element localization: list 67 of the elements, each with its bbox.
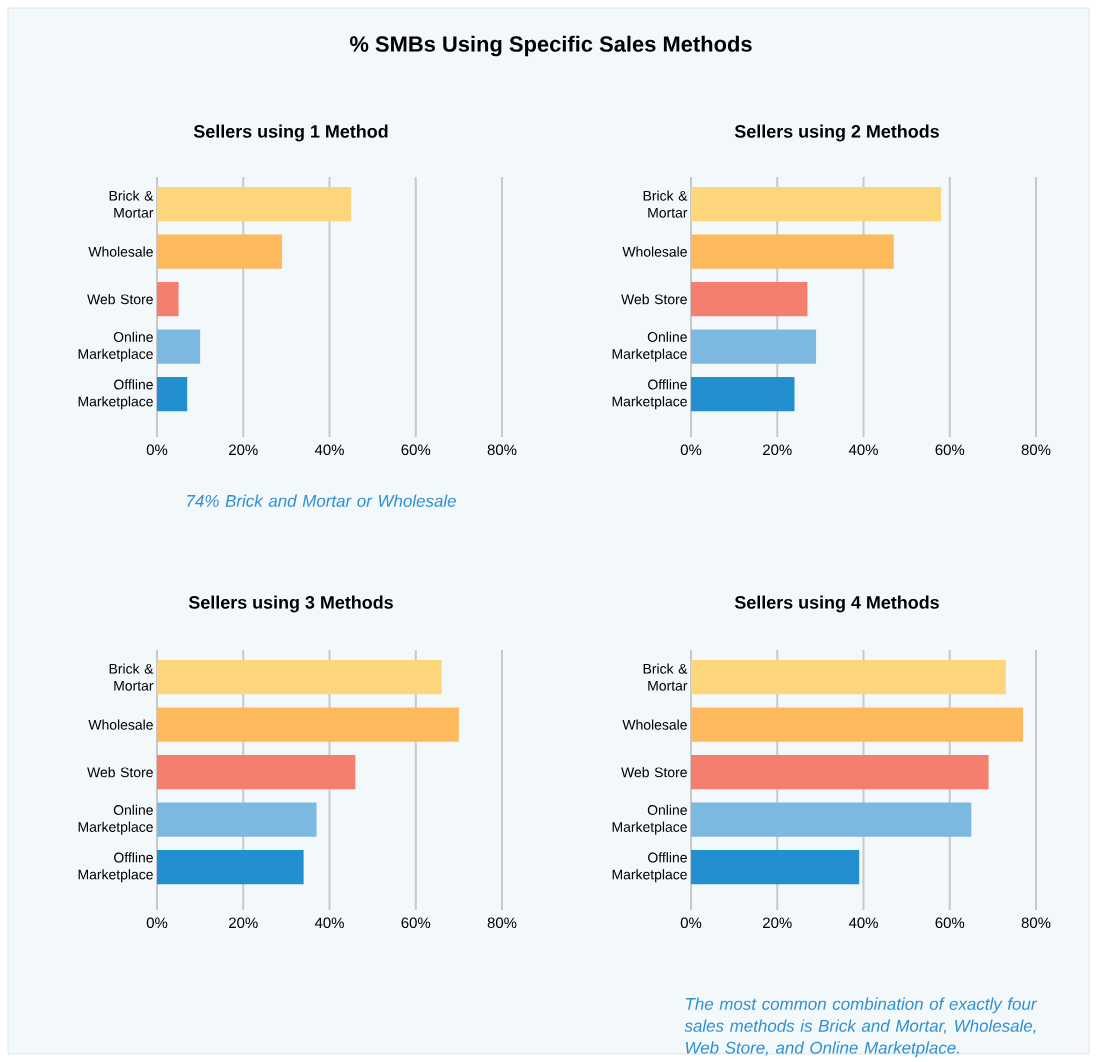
y-tick-label: Wholesale [88,246,153,257]
y-tick-label: Offline Marketplace [612,379,687,410]
y-tick-label: Brick & Mortar [643,663,688,691]
text: The most common combination of exactly four sales methods is Brick and Mortar, Wholesale, Web Store, and Online Marketplace. [684,997,1038,1058]
x-tick-label: 0% [680,444,702,456]
y-tick-label: Web Store [621,294,687,305]
bar [157,377,188,412]
bar [691,659,1006,695]
x-tick-label: 0% [146,444,168,456]
text: % SMBs Using Specific Sales Methods [349,35,752,57]
y-tick-label: Online Marketplace [612,331,687,362]
x-tick-label: 60% [401,917,431,929]
y-tick-label: Online Marketplace [612,804,687,835]
bar [691,329,817,364]
x-tick-label: 20% [763,444,792,456]
x-tick-label: 20% [229,444,258,456]
bar [157,707,459,742]
y-tick-label: Wholesale [622,246,687,257]
bar [691,377,795,412]
y-tick-label: Brick & Mortar [643,190,688,218]
chart-subtitle: Sellers using 2 Methods [734,124,939,142]
chart-subtitle: Sellers using 4 Methods [734,595,939,613]
bar [157,234,283,269]
y-tick-label: Offline Marketplace [78,852,153,883]
x-tick-label: 40% [314,917,344,929]
y-tick-label: Brick & Mortar [109,663,154,691]
bar [157,850,304,885]
bar [157,802,317,837]
bar [691,282,808,317]
bar [691,234,894,269]
y-tick-label: Wholesale [622,719,687,730]
bar [157,282,179,317]
bar [691,707,1024,742]
chart-subtitle: Sellers using 1 Method [193,124,388,142]
y-tick-label: Online Marketplace [78,331,153,362]
bar [691,802,972,837]
bar [157,659,442,695]
chart-subtitle: Sellers using 3 Methods [188,595,393,613]
x-tick-label: 0% [146,917,168,929]
y-tick-label: Offline Marketplace [78,379,153,410]
y-tick-label: Web Store [621,767,687,778]
x-tick-label: 80% [1021,917,1051,929]
x-tick-label: 60% [935,444,965,456]
y-tick-label: Wholesale [88,719,153,730]
bar [157,329,201,364]
x-tick-label: 0% [680,917,702,929]
y-tick-label: Brick & Mortar [109,190,154,218]
text: 74% Brick and Mortar or Wholesale [187,494,456,507]
x-tick-label: 40% [848,444,878,456]
x-tick-label: 80% [487,917,517,929]
x-tick-label: 40% [314,444,344,456]
bar [691,186,942,222]
y-tick-label: Web Store [87,294,153,305]
bar [157,755,356,790]
x-tick-label: 80% [1021,444,1051,456]
x-tick-label: 60% [401,444,431,456]
bar [691,755,989,790]
x-tick-label: 80% [487,444,517,456]
x-tick-label: 20% [229,917,258,929]
bar [691,850,860,885]
x-tick-label: 40% [848,917,878,929]
y-tick-label: Offline Marketplace [612,852,687,883]
bar [157,186,352,222]
x-tick-label: 60% [935,917,965,929]
y-tick-label: Online Marketplace [78,804,153,835]
x-tick-label: 20% [763,917,792,929]
y-tick-label: Web Store [87,767,153,778]
